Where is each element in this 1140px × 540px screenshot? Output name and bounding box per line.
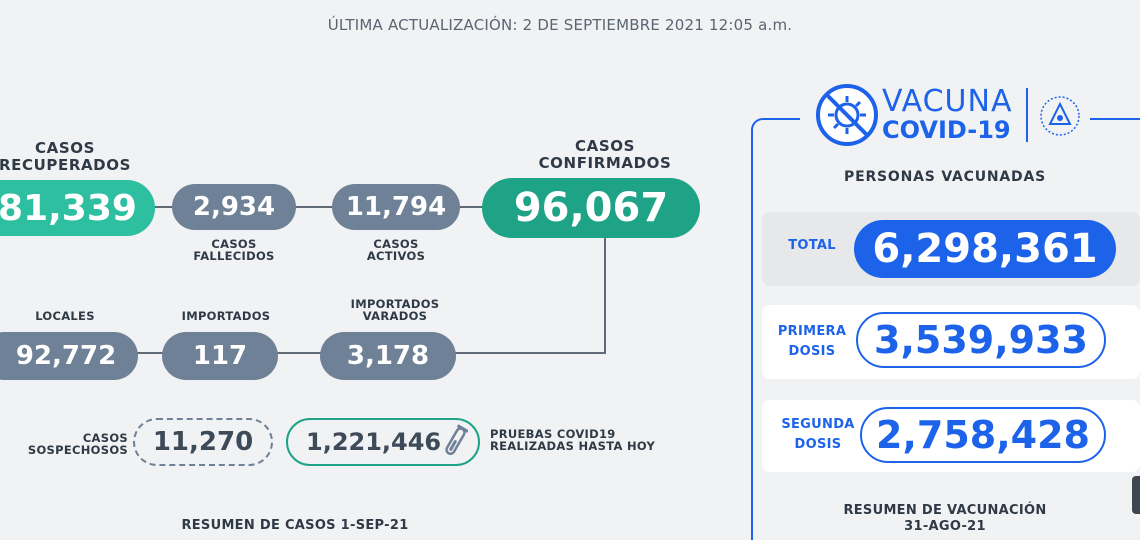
- tests-value-box: 1,221,446: [286, 418, 480, 466]
- total-label: TOTAL: [788, 238, 836, 253]
- deaths-label: CASOS FALLECIDOS: [193, 237, 275, 263]
- vaccine-logo-line2: COVID-19: [882, 116, 1011, 144]
- confirmed-value: 96,067: [513, 185, 669, 231]
- total-value-pill: 6,298,361: [854, 220, 1116, 278]
- stranded-value-pill: 3,178: [320, 332, 456, 380]
- local-value-pill: 92,772: [0, 332, 138, 380]
- confirmed-value-pill: 96,067: [482, 178, 700, 238]
- deaths-value-pill: 2,934: [172, 184, 296, 230]
- vaccine-logo: VACUNA COVID-19: [800, 80, 1090, 150]
- imported-value: 117: [192, 341, 248, 371]
- cases-summary-title: RESUMEN DE CASOS 1-SEP-21: [181, 518, 409, 533]
- second-dose-value: 2,758,428: [876, 413, 1090, 457]
- suspected-label: CASOS SOSPECHOSOS: [27, 431, 128, 457]
- confirmed-label: CASOS CONFIRMADOS: [538, 137, 672, 172]
- suspected-value: 11,270: [152, 427, 254, 457]
- local-value: 92,772: [15, 341, 117, 371]
- test-tube-icon: [442, 424, 469, 466]
- total-value: 6,298,361: [872, 226, 1098, 272]
- last-updated-text: ÚLTIMA ACTUALIZACIÓN: 2 DE SEPTIEMBRE 20…: [327, 16, 793, 34]
- second-dose-label: SEGUNDA DOSIS: [781, 417, 855, 452]
- imported-value-pill: 117: [162, 332, 278, 380]
- connector-line: [150, 206, 490, 208]
- active-value: 11,794: [345, 192, 447, 222]
- second-dose-value-pill: 2,758,428: [860, 407, 1106, 463]
- active-value-pill: 11,794: [332, 184, 460, 230]
- imported-label: IMPORTADOS: [181, 309, 271, 323]
- deaths-value: 2,934: [192, 192, 276, 222]
- first-dose-value-pill: 3,539,933: [856, 312, 1106, 368]
- active-label: CASOS ACTIVOS: [366, 237, 426, 263]
- first-dose-value: 3,539,933: [874, 318, 1088, 362]
- tests-label: PRUEBAS COVID19 REALIZADAS HASTA HOY: [490, 427, 656, 453]
- vaccine-logo-line1: VACUNA: [882, 84, 1013, 119]
- stranded-value: 3,178: [346, 341, 430, 371]
- connector-line: [604, 236, 606, 353]
- local-label: LOCALES: [35, 309, 95, 323]
- logo-divider: [1026, 88, 1028, 142]
- suspected-value-box: 11,270: [133, 418, 273, 466]
- recovered-value: 81,339: [0, 187, 137, 229]
- vaccinated-heading: PERSONAS VACUNADAS: [844, 169, 1046, 185]
- vaccination-summary-title: RESUMEN DE VACUNACIÓN 31-AGO-21: [843, 503, 1047, 534]
- virus-crossed-icon: [814, 82, 880, 152]
- national-seal-icon: [1038, 94, 1082, 142]
- first-dose-label: PRIMERA DOSIS: [777, 324, 847, 359]
- tests-value: 1,221,446: [306, 428, 442, 456]
- recovered-value-pill: 81,339: [0, 180, 155, 236]
- stranded-label: IMPORTADOS VARADOS: [350, 297, 440, 323]
- side-scroll-tab[interactable]: [1132, 476, 1140, 514]
- recovered-label: CASOS RECUPERADOS: [0, 139, 131, 174]
